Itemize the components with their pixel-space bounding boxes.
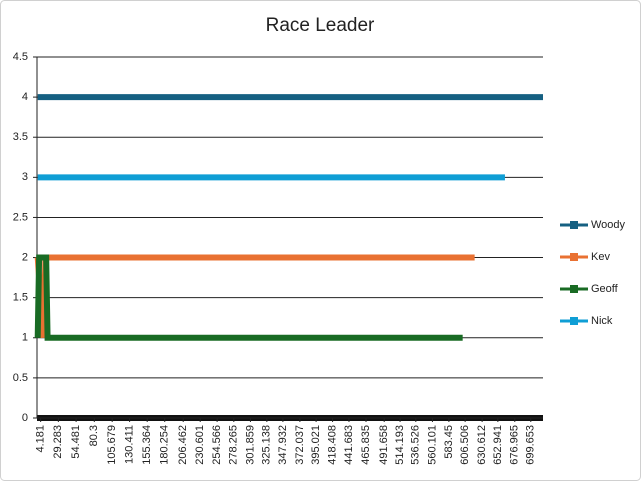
- y-tick-label: 2.5: [13, 211, 28, 223]
- legend-label: Geoff: [591, 283, 619, 295]
- x-tick-label: 465.835: [360, 425, 372, 465]
- x-tick-label: 372.037: [294, 425, 306, 465]
- legend-label: Woody: [591, 219, 626, 231]
- legend-label: Kev: [591, 251, 610, 263]
- x-tick-label: 4.181: [35, 425, 47, 453]
- legend-marker: [570, 285, 578, 293]
- x-tick-label: 347.932: [277, 425, 289, 465]
- x-tick-label: 230.601: [194, 425, 206, 465]
- y-tick-label: 1.5: [13, 292, 28, 304]
- x-tick-label: 630.612: [476, 425, 488, 465]
- legend-marker: [570, 317, 578, 325]
- x-tick-label: 206.462: [177, 425, 189, 465]
- x-tick-label: 418.408: [326, 425, 338, 465]
- x-tick-label: 105.679: [106, 425, 118, 465]
- x-tick-label: 699.653: [525, 425, 537, 465]
- y-tick-label: 0.5: [13, 372, 28, 384]
- legend-marker: [570, 221, 578, 229]
- x-tick-label: 536.526: [410, 425, 422, 465]
- x-tick-label: 254.566: [211, 425, 223, 465]
- x-tick-label: 80.3: [88, 425, 100, 446]
- x-tick-label: 278.265: [228, 425, 240, 465]
- x-tick-label: 514.193: [394, 425, 406, 465]
- x-tick-label: 676.965: [509, 425, 521, 465]
- x-tick-label: 491.658: [378, 425, 390, 465]
- x-tick-label: 29.283: [52, 425, 64, 459]
- y-tick-label: 3: [22, 171, 28, 183]
- x-tick-label: 583.45: [443, 425, 455, 459]
- y-tick-label: 1: [22, 332, 28, 344]
- x-tick-label: 325.138: [261, 425, 273, 465]
- x-tick-label: 180.254: [159, 425, 171, 465]
- x-tick-label: 560.101: [426, 425, 438, 465]
- x-tick-label: 54.481: [70, 425, 82, 459]
- y-tick-label: 4: [22, 91, 28, 103]
- legend-marker: [570, 253, 578, 261]
- legend-label: Nick: [591, 315, 613, 327]
- y-tick-label: 2: [22, 251, 28, 263]
- x-tick-label: 652.941: [492, 425, 504, 465]
- x-tick-label: 441.683: [343, 425, 355, 465]
- series-line: [34, 254, 463, 341]
- x-tick-label: 301.859: [244, 425, 256, 465]
- x-tick-label: 395.021: [310, 425, 322, 465]
- y-tick-label: 4.5: [13, 51, 28, 63]
- x-tick-label: 155.364: [141, 425, 153, 465]
- chart-title: Race Leader: [266, 15, 375, 36]
- x-tick-label: 130.411: [124, 425, 136, 464]
- y-tick-label: 3.5: [13, 131, 28, 143]
- x-tick-label: 606.506: [459, 425, 471, 465]
- y-tick-label: 0: [22, 412, 28, 424]
